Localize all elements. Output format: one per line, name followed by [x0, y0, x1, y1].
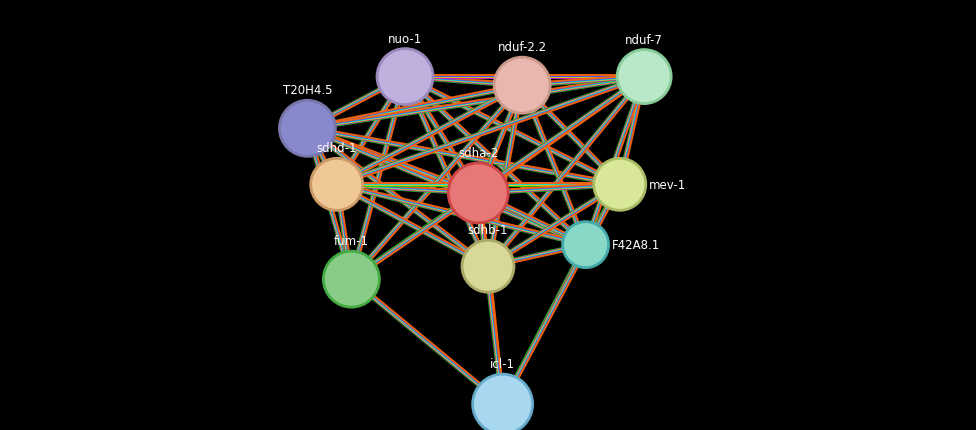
Text: sdha-2: sdha-2	[458, 147, 499, 160]
Ellipse shape	[462, 241, 514, 292]
Text: nduf-2.2: nduf-2.2	[498, 41, 547, 54]
Ellipse shape	[448, 163, 508, 224]
Text: nuo-1: nuo-1	[387, 33, 423, 46]
Ellipse shape	[494, 58, 550, 114]
Ellipse shape	[562, 222, 609, 268]
Ellipse shape	[310, 159, 363, 211]
Ellipse shape	[593, 159, 646, 211]
Ellipse shape	[617, 50, 671, 104]
Ellipse shape	[323, 252, 380, 307]
Text: sdhd-1: sdhd-1	[316, 142, 357, 155]
Text: fum-1: fum-1	[334, 235, 369, 248]
Text: icl-1: icl-1	[490, 357, 515, 370]
Text: T20H4.5: T20H4.5	[283, 84, 332, 97]
Text: sdhb-1: sdhb-1	[468, 224, 508, 236]
Ellipse shape	[279, 101, 336, 157]
Text: F42A8.1: F42A8.1	[612, 239, 660, 252]
Ellipse shape	[377, 49, 433, 105]
Ellipse shape	[472, 374, 533, 430]
Text: nduf-7: nduf-7	[626, 34, 663, 46]
Text: mev-1: mev-1	[649, 178, 686, 191]
